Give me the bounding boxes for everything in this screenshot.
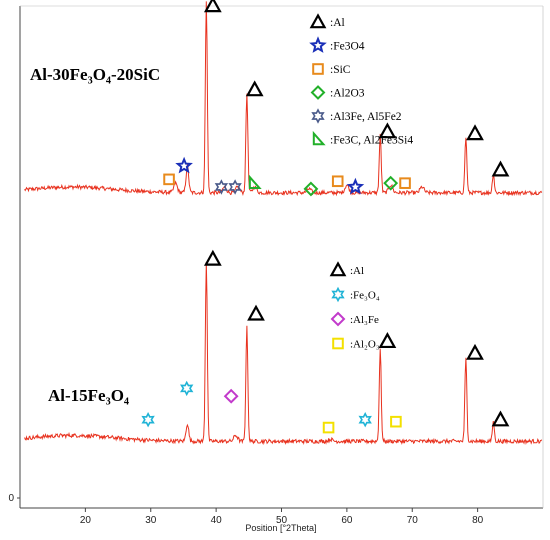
x-tick-label: 60	[341, 515, 353, 526]
hexstar-marker	[179, 380, 194, 397]
x-ticks: 20 30 40 50 60 70 80	[80, 508, 484, 526]
legend-entry: :Al	[329, 261, 364, 277]
diamond-marker	[303, 181, 319, 197]
triangle-marker	[203, 249, 222, 266]
triangle-marker	[378, 122, 397, 139]
diamond-marker	[383, 175, 399, 191]
legend-label: :SiC	[330, 64, 351, 76]
hexstar-marker	[228, 179, 242, 195]
legend-label: :Fe₃O₄	[350, 290, 380, 302]
sample-label-bottom: Al-15Fe₃O₄	[48, 386, 129, 405]
hexstar-marker	[141, 411, 155, 428]
star-legend-icon	[309, 36, 327, 53]
xrd-trace-top	[24, 1, 543, 197]
x-tick-label: 50	[276, 515, 288, 526]
star-marker	[175, 156, 193, 174]
triangle-legend-icon	[309, 13, 327, 29]
legend-label: :Al	[330, 17, 345, 29]
legend-label: :Fe3O4	[330, 41, 365, 53]
triangle-marker	[245, 80, 264, 97]
x-tick-label: 40	[211, 515, 223, 526]
hexstar-marker	[358, 411, 372, 428]
star-marker	[346, 177, 365, 195]
xrd-trace-bottom	[24, 261, 543, 446]
x-tick-label: 30	[145, 515, 157, 526]
square-marker	[399, 177, 411, 189]
hexstar-marker	[214, 179, 229, 195]
legend-entry: :Al₃Fe	[330, 311, 379, 327]
triangle-marker	[491, 410, 510, 427]
triangle-marker	[466, 343, 484, 360]
sample-label-top: Al-30Fe₃O₄-20SiC	[30, 65, 160, 84]
x-tick-label: 20	[80, 515, 92, 526]
traces	[24, 1, 543, 446]
righttri-legend-icon	[312, 130, 326, 146]
legend-entry: :SiC	[312, 63, 351, 76]
legend-entry: :Fe₃O₄	[331, 286, 380, 303]
legend-top: :Al :Fe3O4 :SiC :Al2O3 :Al3Fe, Al5Fe2 :Fe3C, …	[309, 13, 413, 147]
righttri-marker	[248, 174, 262, 189]
legend-label: :Al₂O₃	[350, 339, 380, 351]
legend-entry: :Fe3O4	[309, 36, 365, 53]
triangle-legend-icon	[329, 261, 347, 277]
triangle-marker	[491, 160, 510, 177]
hexstar-legend-icon	[311, 108, 325, 124]
legend-bottom: :Al :Fe₃O₄ :Al₃Fe :Al₂O₃	[329, 261, 380, 351]
square-marker	[163, 173, 175, 186]
hexstar-legend-icon	[331, 286, 345, 303]
legend-label: :Al3Fe, Al5Fe2	[330, 111, 402, 123]
y-ticks: 0	[8, 493, 20, 504]
legend-entry: :Al2O3	[310, 85, 365, 100]
y-tick-label: 0	[8, 493, 14, 504]
diamond-legend-icon	[330, 311, 346, 327]
legend-label: :Al2O3	[330, 88, 365, 100]
triangle-marker	[378, 332, 397, 349]
legend-entry: :Al	[309, 13, 345, 29]
triangle-marker	[466, 124, 484, 141]
x-tick-label: 70	[407, 515, 419, 526]
x-axis-title: Position [°2Theta]	[245, 523, 316, 533]
legend-entry: :Al₂O₃	[332, 337, 380, 351]
legend-label: :Al₃Fe	[350, 314, 379, 326]
phase-markers	[141, 0, 510, 434]
legend-label: :Al	[350, 265, 364, 277]
square-legend-icon	[332, 337, 344, 350]
diamond-legend-icon	[310, 85, 326, 100]
plot-frame	[19, 5, 544, 509]
triangle-marker	[203, 0, 222, 13]
legend-label: :Fe3C, Al2Fe3Si4	[330, 135, 413, 147]
square-marker	[331, 175, 344, 188]
triangle-marker	[247, 304, 265, 321]
diamond-marker	[223, 388, 239, 404]
legend-entry: :Fe3C, Al2Fe3Si4	[312, 130, 413, 147]
x-tick-label: 80	[472, 515, 484, 526]
square-marker	[390, 415, 402, 428]
square-marker	[322, 421, 335, 434]
square-legend-icon	[312, 63, 324, 75]
legend-entry: :Al3Fe, Al5Fe2	[311, 108, 402, 124]
